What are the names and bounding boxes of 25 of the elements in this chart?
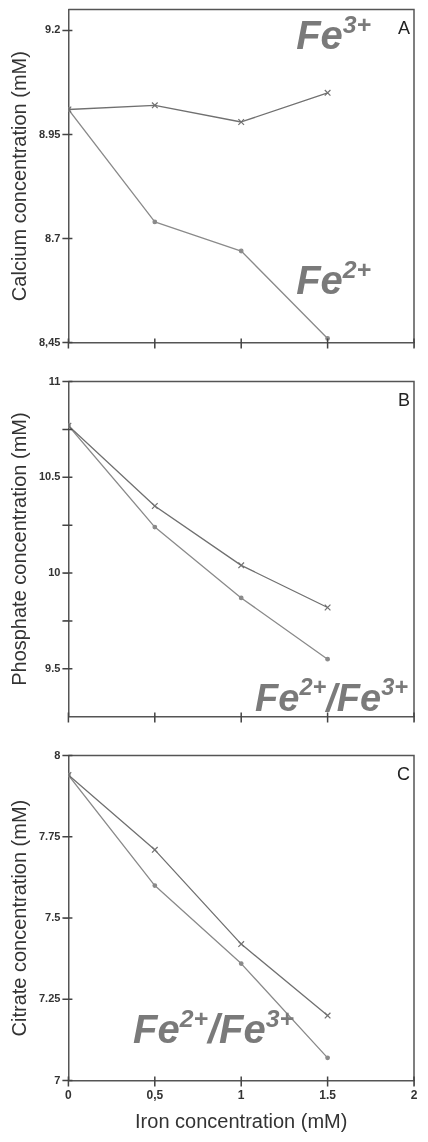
annotation: A (397, 17, 411, 38)
y-tick-label: 10 (48, 566, 61, 579)
x-tick-label: 1 (237, 1088, 245, 1103)
y-tick-label: 8,45 (38, 335, 61, 348)
y-tick-label: 7 (54, 1073, 61, 1086)
x-axis-title: Iron concentration (mM) (135, 1109, 348, 1132)
y-tick-label: 9.2 (45, 23, 61, 36)
x-tick-label: 2 (410, 1088, 418, 1103)
y-axis-title: Calcium concentration (mM) (7, 51, 30, 302)
y-tick-label: 10.5 (38, 470, 61, 483)
x-tick-label: 1.5 (319, 1088, 337, 1103)
y-tick-label: 8.7 (45, 231, 61, 244)
y-tick-label: 9.5 (45, 661, 61, 674)
y-tick-label: 7.75 (38, 829, 61, 842)
annotation: C (397, 763, 410, 784)
x-tick-label: 0 (65, 1088, 73, 1103)
y-axis-title: Phosphate concentration (mM) (7, 412, 30, 686)
y-tick-label: 7.25 (38, 992, 61, 1005)
y-tick-label: 11 (48, 374, 61, 387)
annotation: B (397, 389, 411, 410)
y-tick-label: 8 (54, 748, 61, 761)
y-tick-label: 8.95 (38, 127, 61, 140)
y-tick-label: 7.5 (45, 911, 61, 924)
x-tick-label: 0,5 (146, 1088, 164, 1103)
y-axis-title: Citrate concentration (mM) (7, 799, 30, 1037)
